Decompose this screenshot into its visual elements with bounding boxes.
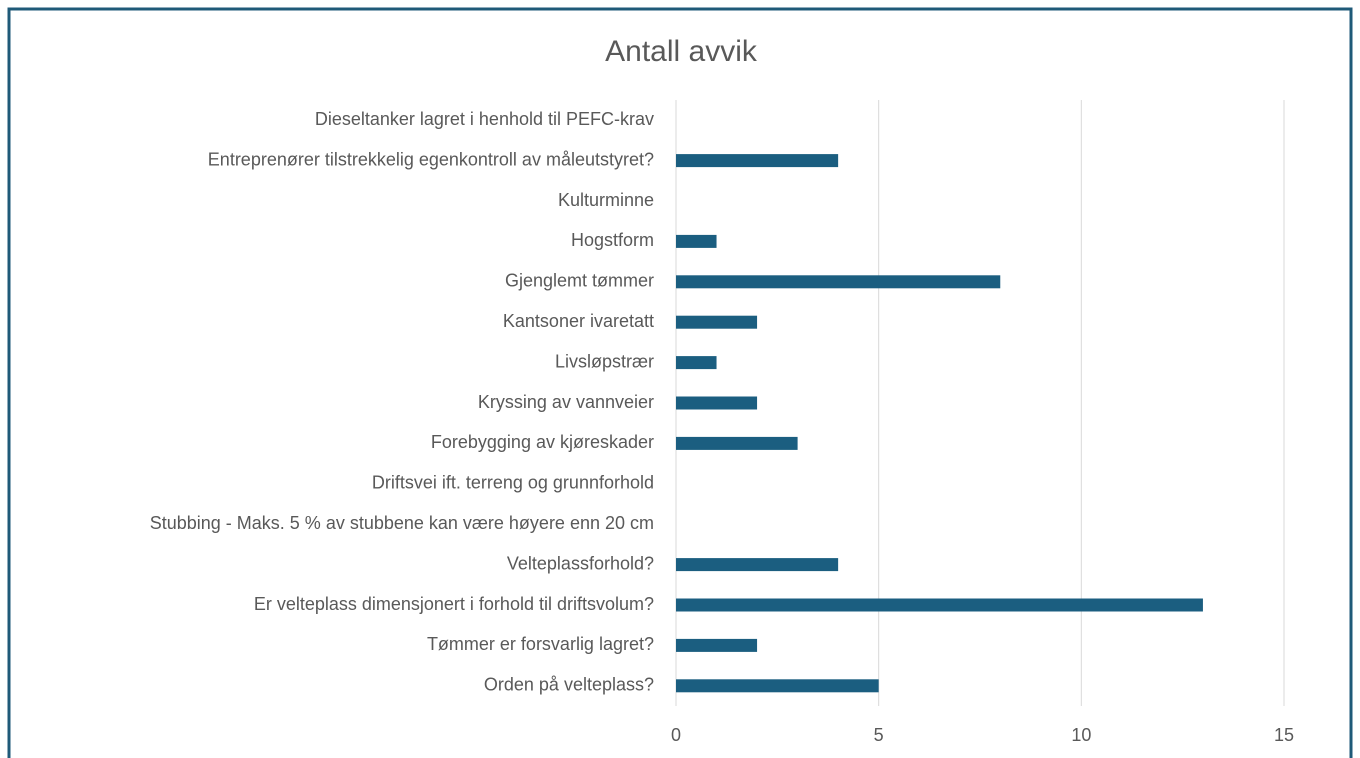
bar — [676, 154, 839, 168]
y-tick-label: Velteplassforhold? — [507, 553, 654, 573]
bar — [676, 436, 798, 450]
y-tick-label: Er velteplass dimensjonert i forhold til… — [254, 594, 654, 614]
y-tick-label: Livsløpstrær — [555, 351, 654, 371]
bar — [676, 638, 758, 652]
y-tick-label: Gjenglemt tømmer — [505, 271, 654, 291]
bar — [676, 598, 1203, 612]
x-tick-label: 15 — [1274, 725, 1294, 745]
y-tick-label: Forebygging av kjøreskader — [431, 432, 654, 452]
y-tick-label: Kryssing av vannveier — [478, 392, 654, 412]
y-tick-label: Stubbing - Maks. 5 % av stubbene kan vær… — [150, 513, 654, 533]
bar — [676, 234, 717, 248]
y-tick-label: Dieseltanker lagret i henhold til PEFC-k… — [315, 109, 654, 129]
y-tick-label: Orden på velteplass? — [484, 675, 654, 695]
chart-frame — [7, 7, 1353, 758]
bar — [676, 315, 758, 329]
y-tick-label: Entreprenører tilstrekkelig egenkontroll… — [208, 149, 654, 169]
bar — [676, 396, 758, 410]
y-tick-label: Kulturminne — [558, 190, 654, 210]
bar — [676, 679, 879, 693]
y-tick-label: Tømmer er forsvarlig lagret? — [427, 634, 654, 654]
y-tick-label: Hogstform — [571, 230, 654, 250]
chart-title: Antall avvik — [605, 35, 758, 68]
bar — [676, 275, 1001, 289]
y-tick-label: Driftsvei ift. terreng og grunnforhold — [372, 473, 654, 493]
x-tick-label: 10 — [1071, 725, 1091, 745]
x-tick-label: 5 — [874, 725, 884, 745]
bar — [676, 356, 717, 370]
y-tick-label: Kantsoner ivaretatt — [503, 311, 654, 331]
x-tick-label: 0 — [671, 725, 681, 745]
bar — [676, 558, 839, 572]
